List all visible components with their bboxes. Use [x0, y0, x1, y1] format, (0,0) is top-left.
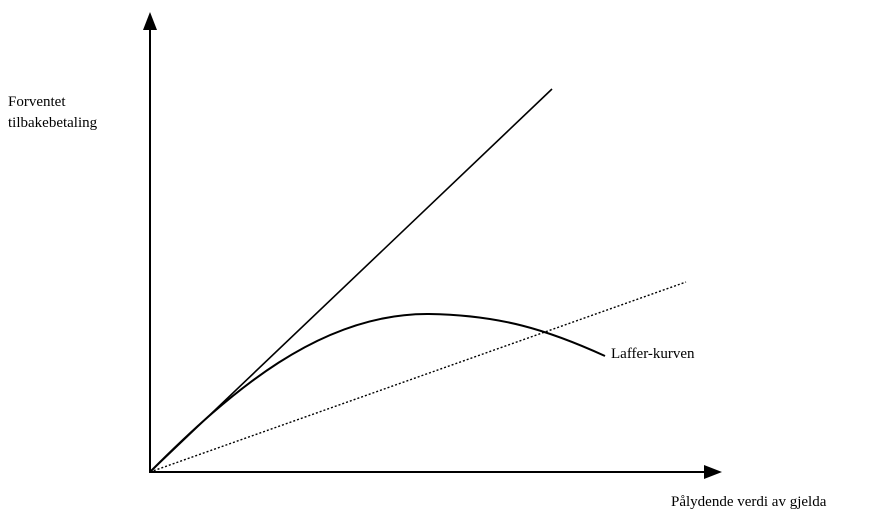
dotted-line [149, 281, 687, 473]
laffer-curve-label: Laffer-kurven [611, 346, 695, 362]
x-axis-arrowhead [704, 465, 722, 479]
laffer-curve [149, 312, 606, 473]
y-axis-arrowhead [143, 12, 157, 30]
y-axis-label-line-1: Forventet [8, 94, 66, 110]
y-axis-label: Forventet tilbakebetaling [8, 92, 97, 134]
y-axis-label-line-2: tilbakebetaling [8, 115, 98, 131]
x-axis-label: Pålydende verdi av gjelda [671, 494, 827, 510]
